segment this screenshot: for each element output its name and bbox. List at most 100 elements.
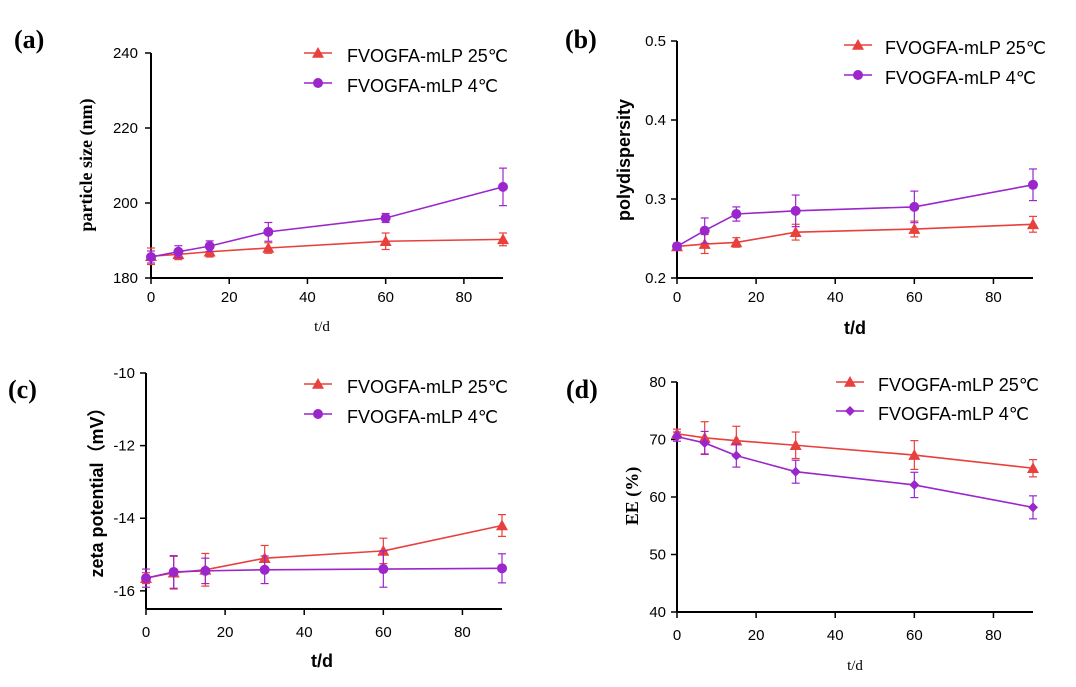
data-point-a-4c [173, 246, 184, 257]
data-point-b-25c [730, 236, 743, 248]
panel-letter-d: (d) [566, 375, 598, 404]
x-tick-label-a: 40 [299, 289, 316, 306]
series-line-c-25c [145, 524, 503, 579]
legend-label-a-25c: FVOGFA-mLP 25℃ [347, 46, 508, 66]
x-tick-label-c: 0 [142, 624, 150, 641]
series-line-a-4c [150, 186, 504, 258]
data-point-a-4c [146, 252, 156, 262]
x-axis-label-b: t/d [844, 318, 866, 338]
y-axis-label-b: polydispersity [614, 99, 634, 221]
legend-swatch-marker-b-25c [852, 39, 864, 50]
data-point-a-4c [204, 241, 215, 252]
x-tick-label-d: 40 [827, 627, 844, 644]
y-tick-label-b: 0.2 [645, 270, 666, 287]
x-tick-label-a: 80 [456, 289, 473, 306]
y-tick-label-d: 40 [649, 604, 666, 621]
x-axis-label-c: t/d [311, 651, 333, 671]
data-point-b-4c [790, 205, 801, 216]
y-tick-label-b: 0.5 [645, 33, 666, 50]
x-tick-label-b: 80 [985, 289, 1002, 306]
y-tick-label-c: -10 [113, 365, 135, 382]
y-axis-label-a: particle size (nm) [76, 99, 97, 232]
data-point-b-25c [1027, 218, 1039, 230]
data-point-a-4c [498, 181, 508, 192]
x-tick-label-d: 80 [985, 627, 1002, 644]
x-tick-label-c: 60 [375, 624, 392, 641]
data-point-a-25c [379, 235, 392, 247]
x-tick-label-d: 20 [748, 627, 765, 644]
data-point-a-25c [262, 242, 275, 253]
x-tick-label-b: 0 [673, 289, 681, 306]
x-tick-label-d: 60 [906, 627, 923, 644]
legend-swatch-marker-b-4c [853, 70, 863, 80]
data-point-b-25c [908, 223, 921, 234]
data-point-d-4c [790, 466, 801, 477]
y-tick-label-a: 180 [113, 270, 138, 287]
data-point-d-4c [699, 437, 710, 448]
legend-label-d-4c: FVOGFA-mLP 4℃ [878, 404, 1029, 424]
series-line-b-4c [676, 183, 1034, 248]
legend-swatch-marker-c-25c [312, 378, 324, 389]
x-tick-label-d: 0 [673, 627, 681, 644]
x-tick-label-c: 80 [454, 624, 471, 641]
data-point-d-4c [672, 431, 682, 442]
panel-letter-a: (a) [14, 25, 44, 54]
x-axis-label-a: t/d [314, 319, 330, 335]
data-point-d-25c [1027, 462, 1039, 474]
legend-swatch-marker-d-25c [844, 376, 856, 387]
data-point-c-25c [496, 519, 508, 531]
data-point-c-4c [378, 564, 389, 575]
legend-swatch-marker-d-4c [845, 406, 855, 416]
chart-panel-c: 0 20 40 60 80 -16 -14 -12 -10 [113, 365, 508, 641]
legend-label-c-4c: FVOGFA-mLP 4℃ [347, 407, 498, 427]
x-axis-label-d: t/d [847, 658, 863, 674]
legend-swatch-marker-a-25c [312, 47, 324, 58]
data-point-d-4c [1028, 502, 1038, 513]
y-tick-label-d: 50 [649, 547, 666, 564]
chart-panel-a: 0 20 40 60 80 180 200 220 240 [113, 45, 509, 306]
legend-label-b-4c: FVOGFA-mLP 4℃ [885, 68, 1036, 88]
data-point-b-4c [909, 201, 920, 212]
y-tick-label-d: 60 [649, 489, 666, 506]
data-point-d-4c [731, 450, 742, 461]
data-point-a-4c [380, 213, 391, 223]
legend-label-d-25c: FVOGFA-mLP 25℃ [878, 375, 1039, 395]
y-tick-label-a: 220 [113, 120, 138, 137]
y-tick-label-c: -16 [113, 583, 135, 600]
series-line-a-25c [150, 238, 504, 258]
data-point-b-4c [731, 209, 742, 220]
y-tick-label-d: 80 [649, 374, 666, 391]
data-point-d-25c [908, 449, 921, 460]
data-point-d-25c [789, 439, 802, 451]
data-point-d-25c [730, 434, 743, 446]
data-point-c-4c [200, 565, 211, 576]
x-tick-label-a: 60 [377, 289, 394, 306]
chart-panel-b: 0 20 40 60 80 0.2 0.3 0.4 0.5 [645, 33, 1039, 306]
data-point-d-4c [909, 479, 920, 490]
x-tick-label-b: 40 [827, 289, 844, 306]
series-line-d-25c [676, 432, 1034, 470]
legend-label-b-25c: FVOGFA-mLP 25℃ [885, 38, 1046, 58]
x-tick-label-c: 20 [217, 624, 234, 641]
data-point-b-4c [699, 225, 710, 236]
legend-label-a-4c: FVOGFA-mLP 4℃ [347, 76, 498, 96]
data-point-a-25c [497, 233, 509, 245]
y-tick-label-a: 240 [113, 45, 138, 62]
x-tick-label-a: 0 [147, 289, 155, 306]
y-axis-label-c: zeta potential（mV） [87, 398, 107, 577]
chart-panel-d: 0 20 40 60 80 40 50 60 70 80 [649, 374, 1039, 644]
x-tick-label-a: 20 [221, 289, 238, 306]
data-point-a-4c [263, 226, 274, 237]
y-tick-label-d: 70 [649, 432, 666, 449]
data-point-c-4c [168, 566, 179, 577]
data-point-c-4c [497, 563, 507, 574]
x-tick-label-b: 60 [906, 289, 923, 306]
x-tick-label-c: 40 [296, 624, 313, 641]
series-line-b-25c [676, 223, 1034, 248]
panel-letter-b: (b) [565, 25, 597, 54]
panel-letter-c: (c) [8, 375, 37, 404]
data-point-b-25c [789, 226, 802, 237]
y-tick-label-c: -12 [113, 438, 135, 455]
